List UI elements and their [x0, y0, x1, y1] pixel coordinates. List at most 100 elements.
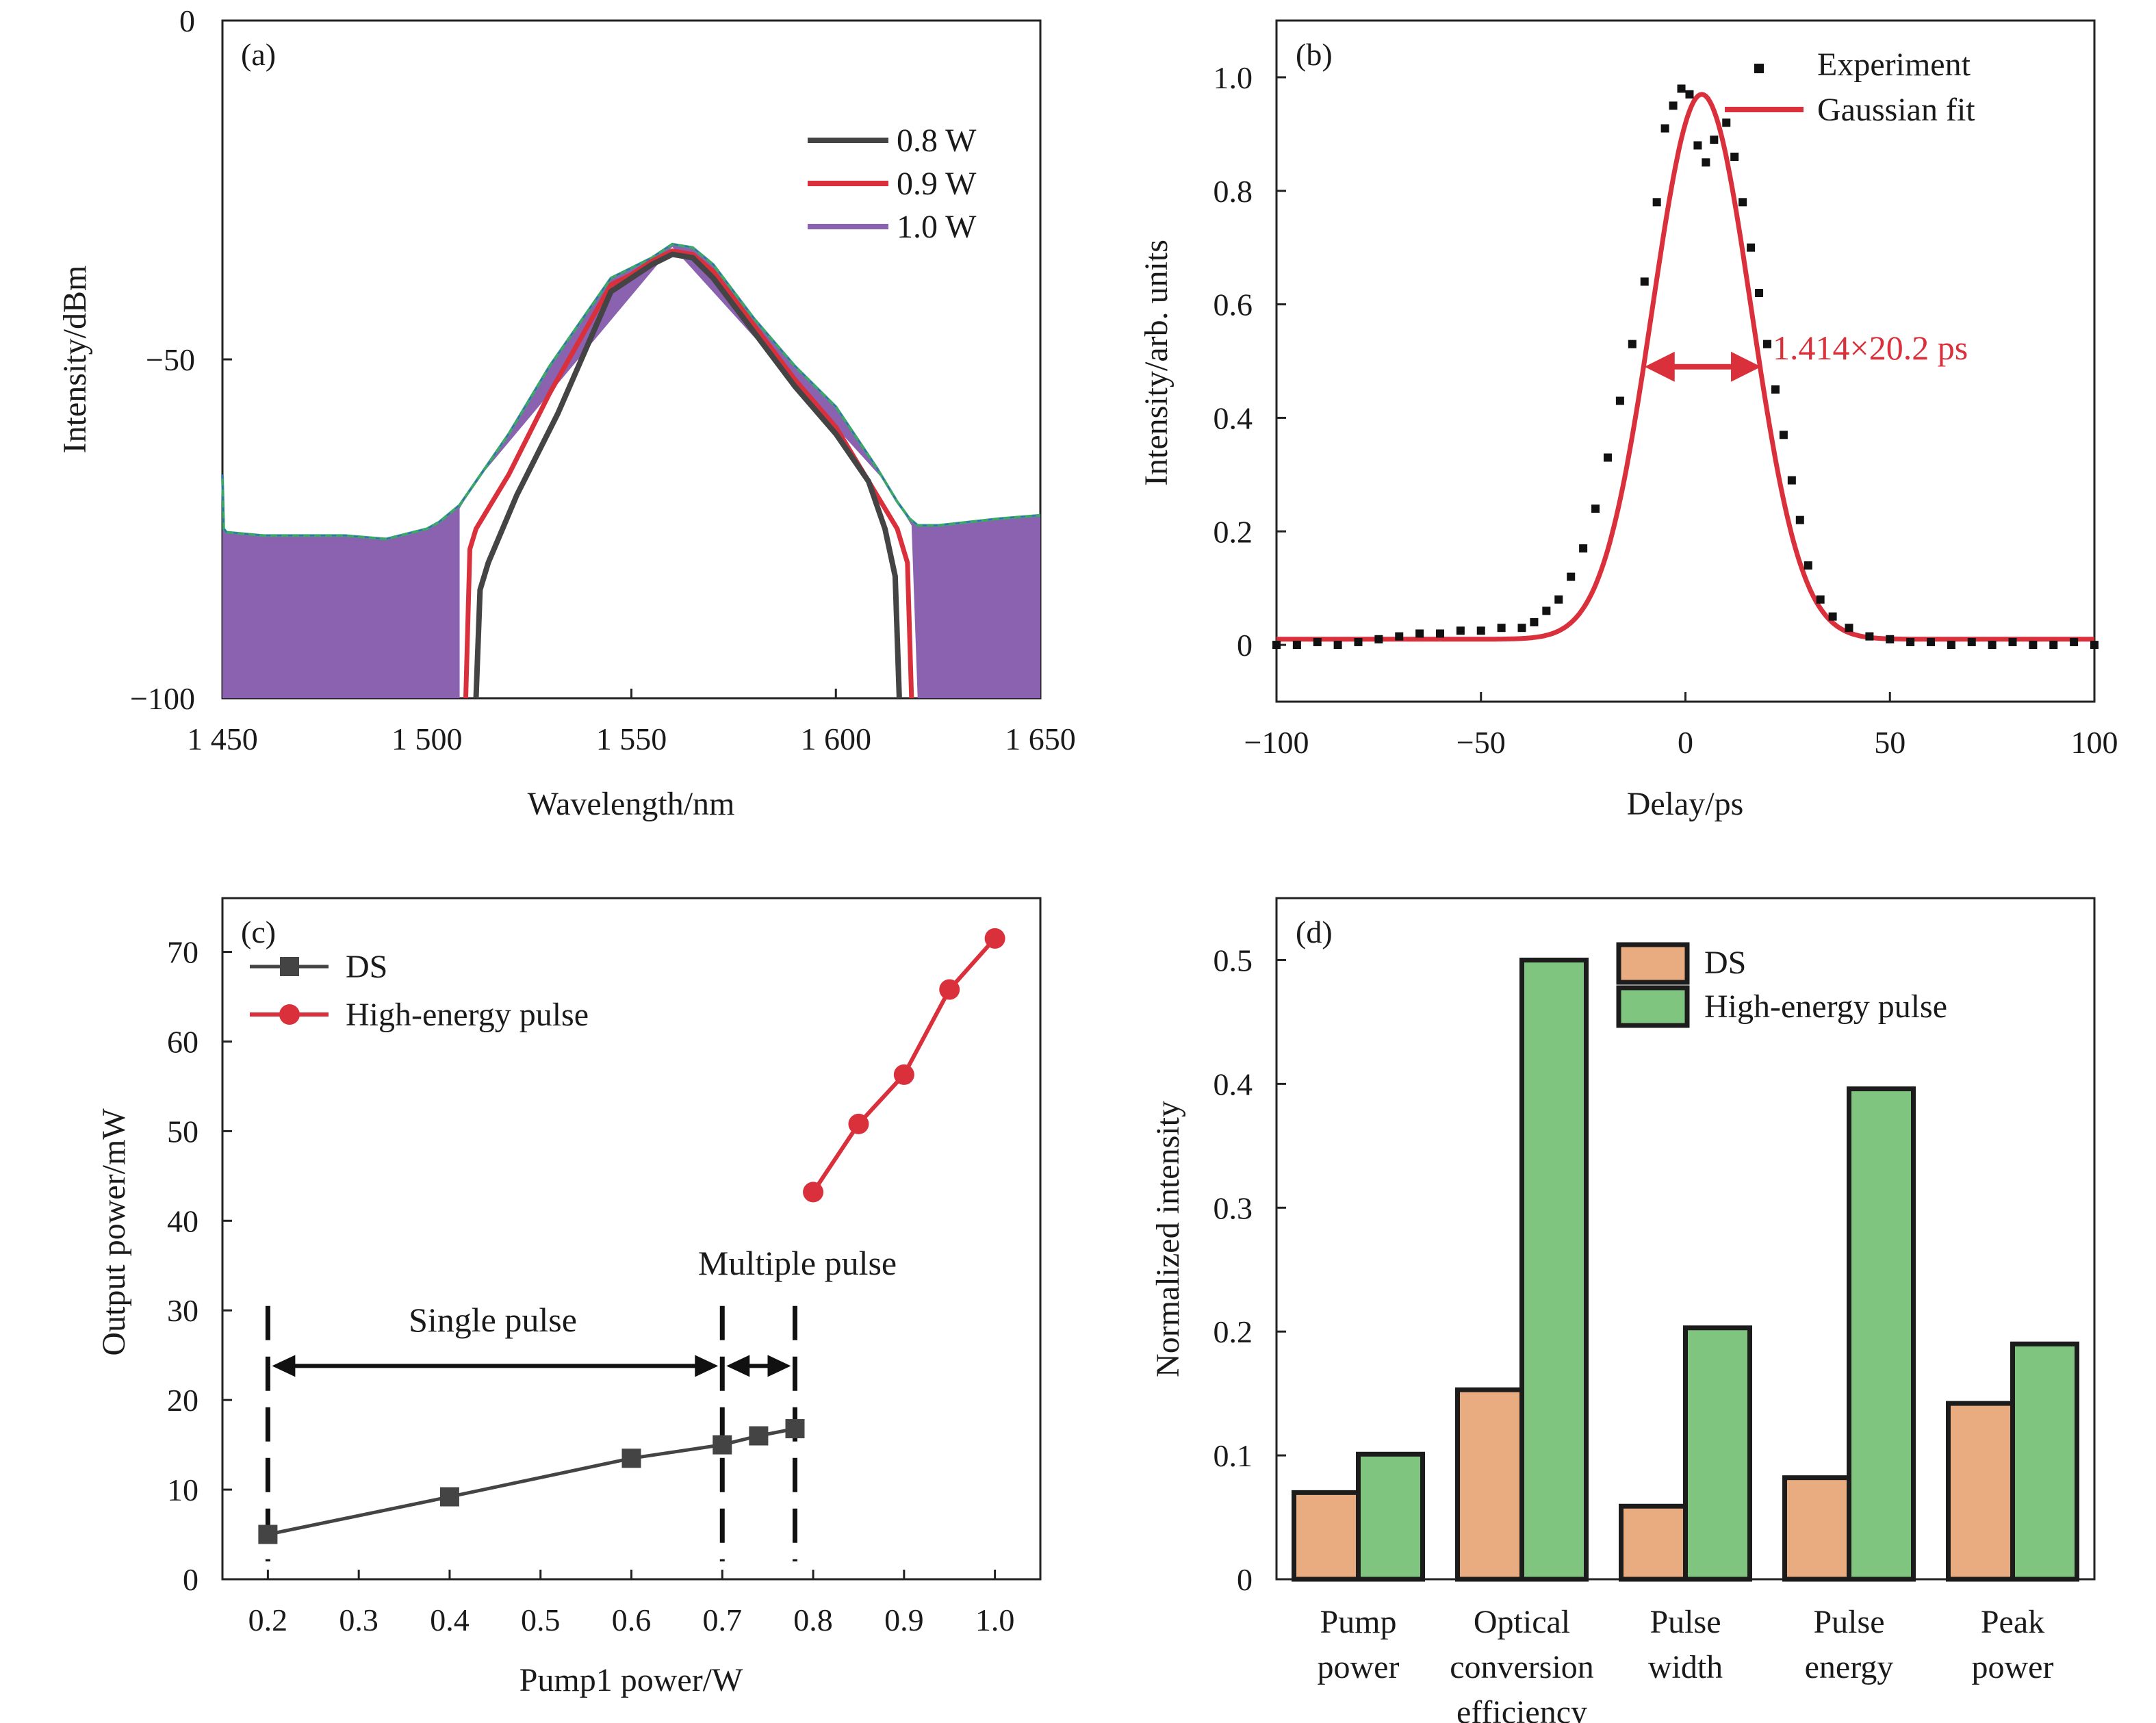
panel-b-experiment-point — [1702, 158, 1710, 167]
panel-c-xtick-label: 0.8 — [793, 1603, 833, 1637]
panel-c-ytick-label: 70 — [167, 935, 198, 970]
panel-b-experiment-point — [1685, 90, 1694, 99]
panel-b-experiment-point — [1517, 624, 1526, 633]
panel-d-legend-label: High-energy pulse — [1704, 988, 1947, 1025]
panel-b-experiment-point — [2090, 641, 2099, 650]
panel-a-xtick-label: 1 500 — [392, 722, 463, 756]
panel-d-category-label: power — [1318, 1649, 1400, 1685]
panel-b-experiment-point — [1947, 641, 1955, 650]
panel-b-experiment-point — [1845, 624, 1853, 633]
panel-b-experiment-point — [1730, 153, 1739, 161]
panel-c-region-label: Single pulse — [409, 1301, 577, 1339]
panel-a-series-0.9W — [463, 248, 914, 699]
panel-a-xlabel: Wavelength/nm — [528, 786, 735, 822]
panel-a-ytick-label: −100 — [130, 681, 195, 716]
panel-c-high-energy-point — [803, 1182, 824, 1203]
panel-a-xtick-label: 1 450 — [187, 722, 258, 756]
panel-b-experiment-point — [1497, 624, 1506, 633]
panel-b-xtick-label: −100 — [1244, 725, 1309, 760]
panel-b-experiment-point — [1640, 277, 1649, 286]
panel-c-legend-label: DS — [346, 949, 387, 985]
panel-d-category-label: Pulse — [1813, 1604, 1884, 1640]
panel-a-ylabel: Intensity/dBm — [57, 266, 93, 454]
panel-b-experiment-point — [1660, 124, 1669, 133]
panel-b-experiment-point — [1816, 595, 1825, 604]
panel-b-experiment-point — [2070, 637, 2079, 646]
panel-b-experiment-point — [2008, 637, 2017, 646]
panel-b-label: (b) — [1296, 37, 1333, 72]
panel-b-experiment-point — [1603, 453, 1612, 462]
panel-d-category-label: power — [1972, 1649, 2054, 1685]
panel-b-experiment-point — [1795, 515, 1804, 524]
panel-b-experiment-point — [1579, 544, 1588, 553]
panel-d-bar-high-energy — [1356, 1451, 1425, 1582]
panel-d-bar-ds — [1619, 1503, 1688, 1582]
panel-a-series-1.0W-fill — [222, 244, 1040, 698]
panel-d-ytick-label: 0.3 — [1214, 1190, 1253, 1225]
panel-d-category-label: energy — [1805, 1649, 1894, 1685]
panel-b-experiment-point — [1476, 626, 1485, 635]
panel-d-legend-swatch-high-energy — [1616, 985, 1690, 1028]
panel-d-category-label: width — [1648, 1649, 1723, 1685]
panel-b-xtick-label: 0 — [1678, 725, 1693, 760]
panel-d-label: (d) — [1296, 915, 1333, 949]
panel-b-experiment-point — [1779, 431, 1788, 439]
panel-c-ds-point — [749, 1426, 769, 1446]
panel-b-experiment-point — [1677, 84, 1686, 93]
panel-d-bar-ds — [1455, 1387, 1524, 1582]
panel-c-high-energy-point — [893, 1064, 914, 1085]
panel-a-ytick-label: 0 — [179, 3, 195, 38]
panel-b-experiment-point — [1906, 637, 1915, 646]
panel-c-ytick-label: 40 — [167, 1203, 198, 1238]
panel-b-experiment-point — [1313, 637, 1322, 646]
panel-a-legend-label: 1.0 W — [897, 209, 977, 245]
panel-b-experiment-point — [1652, 198, 1661, 207]
panel-b-experiment-point — [1967, 637, 1976, 646]
panel-c-output-power: (c) Pump1 power/W Output power/mW 0.2 0.3… — [96, 897, 1042, 1698]
panel-d-bar-high-energy — [1683, 1325, 1752, 1582]
panel-c-single-pulse-arrow-head-right — [695, 1355, 719, 1377]
panel-b-experiment-point — [1804, 561, 1812, 570]
panel-a-xtick-label: 1 600 — [801, 722, 872, 756]
panel-c-ds-point — [258, 1524, 278, 1544]
panel-b-ytick-label: 0 — [1237, 628, 1253, 663]
panel-b-gaussian-fit-line — [1276, 92, 2094, 642]
panel-b-experiment-point — [1333, 641, 1342, 650]
panel-b-fwhm-arrowhead-left — [1644, 351, 1675, 382]
panel-b-ylabel: Intensity/arb. units — [1138, 240, 1175, 486]
panel-c-legend-marker-high-energy — [279, 1004, 300, 1025]
panel-c-ytick-label: 50 — [167, 1114, 198, 1149]
panel-b-experiment-point — [1763, 340, 1771, 348]
panel-b-experiment-point — [1591, 505, 1600, 513]
panel-b-ytick-label: 0.8 — [1214, 174, 1253, 209]
panel-c-xtick-label: 0.6 — [612, 1603, 652, 1637]
panel-c-xtick-label: 1.0 — [975, 1603, 1015, 1637]
panel-d-bar-comparison: (d) Normalized intensity 0 0.1 0.2 0.3 0.4 0.… — [1150, 897, 2096, 1723]
panel-c-high-energy-point — [848, 1113, 869, 1134]
panel-c-high-energy-point — [984, 928, 1005, 949]
panel-b-autocorrelation: (b) Delay/ps Intensity/arb. units −100 −5… — [1138, 19, 2118, 822]
panel-c-ytick-label: 60 — [167, 1024, 198, 1059]
panel-b-ytick-label: 0.2 — [1214, 514, 1253, 549]
panel-c-ylabel: Output power/mW — [96, 1108, 132, 1356]
panel-d-category-label: Peak — [1981, 1604, 2044, 1640]
panel-b-experiment-point — [1865, 632, 1874, 641]
panel-d-category-label: Pulse — [1650, 1604, 1721, 1640]
panel-b-experiment-point — [1755, 289, 1764, 297]
panel-d-bar-ds — [1946, 1401, 2015, 1582]
panel-b-legend-label: Experiment — [1817, 47, 1971, 83]
panel-b-fwhm-arrowhead-right — [1731, 351, 1762, 382]
panel-b-experiment-point — [1628, 340, 1637, 348]
panel-c-ds-point — [785, 1419, 805, 1439]
panel-c-ds-point — [621, 1448, 641, 1468]
panel-a-series-0.8W — [473, 251, 902, 699]
panel-c-legend-label: High-energy pulse — [346, 997, 589, 1033]
panel-c-xtick-label: 0.5 — [521, 1603, 561, 1637]
panel-b-experiment-point — [1988, 641, 1997, 650]
panel-d-bar-high-energy — [1847, 1086, 1916, 1582]
panel-b-experiment-point — [1456, 626, 1465, 635]
panel-d-ytick-label: 0.1 — [1214, 1438, 1253, 1473]
panel-a-xtick-label: 1 550 — [596, 722, 667, 756]
panel-b-experiment-point — [2049, 641, 2058, 650]
